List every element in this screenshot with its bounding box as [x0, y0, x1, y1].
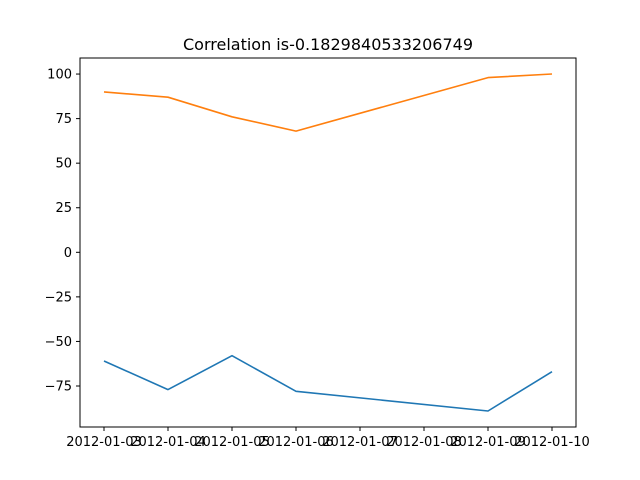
y-tick-label: −50 [45, 335, 72, 350]
x-tick-label: 2012-01-10 [514, 435, 590, 450]
x-tick-label: 2012-01-06 [258, 435, 334, 450]
x-tick-label: 2012-01-07 [322, 435, 398, 450]
series-line-1 [103, 354, 553, 412]
x-tick-label: 2012-01-05 [194, 435, 270, 450]
chart-title: Correlation is-0.1829840533206749 [183, 35, 473, 54]
series-layer [103, 73, 553, 412]
plot-area-frame [79, 57, 577, 428]
x-axis: 2012-01-032012-01-042012-01-052012-01-06… [66, 427, 590, 450]
y-tick-label: −25 [45, 290, 72, 305]
y-tick-label: 75 [55, 112, 72, 127]
x-tick-label: 2012-01-08 [386, 435, 462, 450]
y-tick-label: 0 [64, 246, 72, 261]
x-tick-label: 2012-01-09 [450, 435, 526, 450]
x-tick-label: 2012-01-04 [130, 435, 206, 450]
series-line-2 [103, 73, 553, 132]
y-tick-label: 100 [47, 68, 72, 83]
y-tick-label: 25 [55, 201, 72, 216]
x-tick-label: 2012-01-03 [66, 435, 142, 450]
y-tick-label: −75 [45, 380, 72, 395]
y-axis: 100 75 50 25 0 −25 −50 −75 [45, 68, 80, 395]
y-tick-label: 50 [55, 157, 72, 172]
